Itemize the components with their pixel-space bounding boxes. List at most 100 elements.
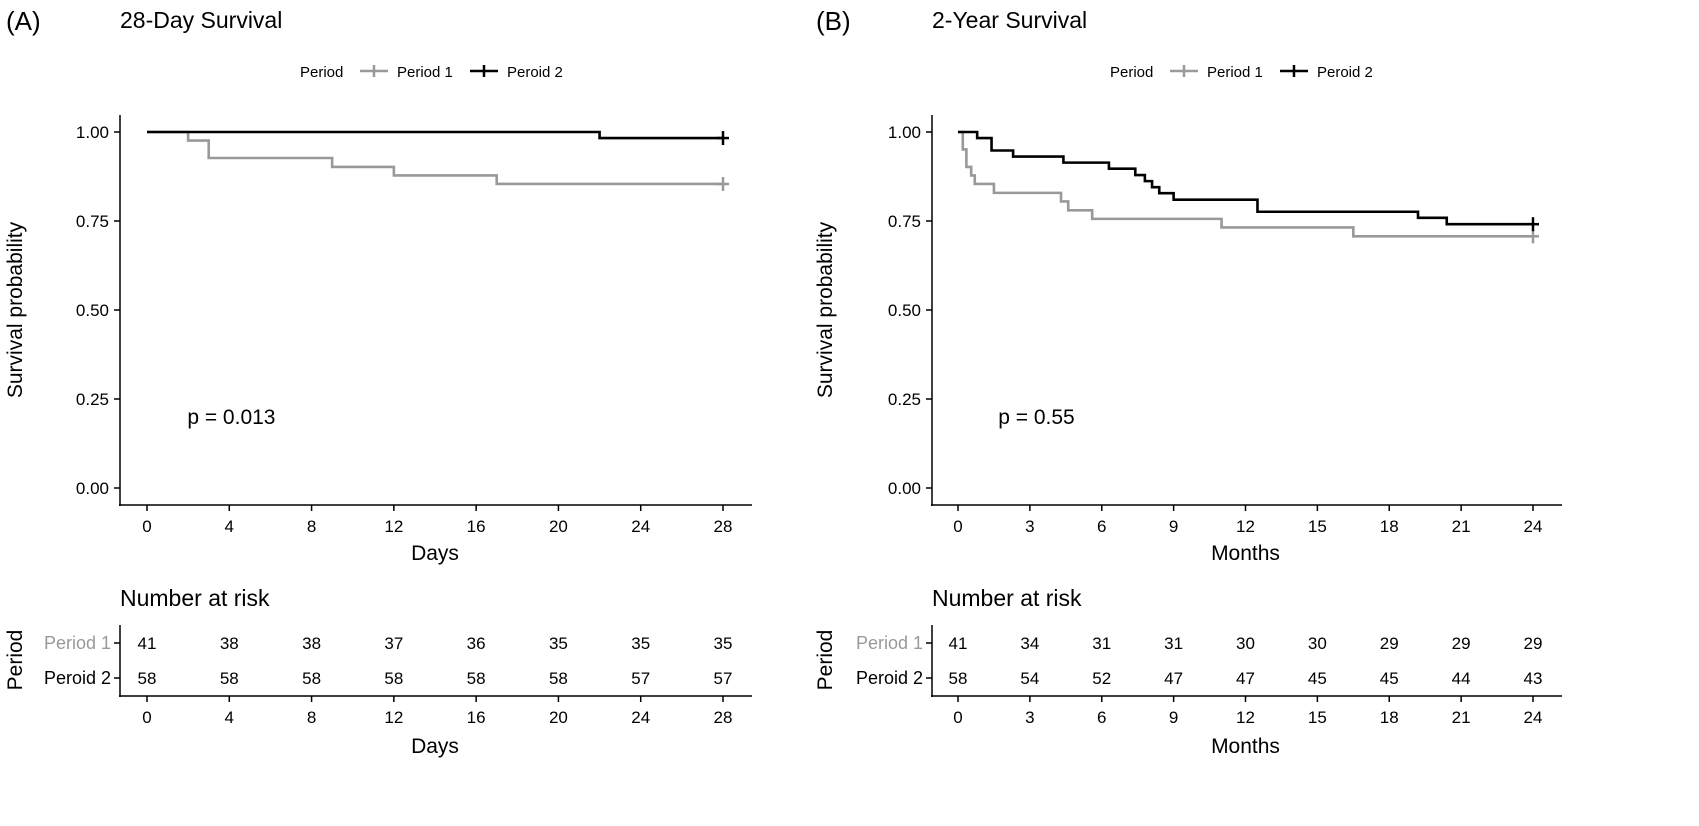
x-tick-label: 12 (1236, 517, 1255, 536)
legend-entry-label: Period 1 (1207, 64, 1263, 81)
risk-x-tick-label: 15 (1308, 708, 1327, 727)
risk-count: 37 (384, 634, 403, 653)
survival-curve-1 (147, 130, 723, 186)
x-axis-label: Days (411, 542, 459, 565)
x-axis-label: Months (1211, 542, 1280, 565)
y-tick-label: 0.50 (76, 301, 109, 320)
legend-title: Period (300, 64, 343, 81)
panel-label: (A) (6, 6, 41, 36)
risk-x-tick-label: 20 (549, 708, 568, 727)
x-tick-label: 6 (1097, 517, 1106, 536)
y-tick-label: 0.25 (888, 390, 921, 409)
risk-y-axis-label: Period (4, 630, 27, 691)
risk-count: 30 (1236, 634, 1255, 653)
risk-count: 54 (1020, 669, 1039, 688)
x-tick-label: 3 (1025, 517, 1034, 536)
legend-entry-label: Period 1 (397, 64, 453, 81)
risk-x-tick-label: 12 (384, 708, 403, 727)
risk-count: 45 (1308, 669, 1327, 688)
x-tick-label: 15 (1308, 517, 1327, 536)
risk-count: 31 (1164, 634, 1183, 653)
survival-curve-2 (147, 130, 723, 140)
risk-count: 58 (138, 669, 157, 688)
risk-count: 58 (384, 669, 403, 688)
legend-entry-label: Peroid 2 (1317, 64, 1373, 81)
risk-x-tick-label: 12 (1236, 708, 1255, 727)
y-tick-label: 0.50 (888, 301, 921, 320)
y-tick-label: 0.75 (76, 212, 109, 231)
y-axis-label: Survival probability (814, 221, 837, 398)
legend-entry-label: Peroid 2 (507, 64, 563, 81)
y-tick-label: 1.00 (76, 123, 109, 142)
y-tick-label: 0.25 (76, 390, 109, 409)
x-tick-label: 21 (1452, 517, 1471, 536)
risk-count: 31 (1092, 634, 1111, 653)
risk-x-tick-label: 0 (142, 708, 151, 727)
risk-x-tick-label: 21 (1452, 708, 1471, 727)
risk-count: 29 (1524, 634, 1543, 653)
y-tick-label: 0.75 (888, 212, 921, 231)
risk-count: 58 (467, 669, 486, 688)
chart-title: 2-Year Survival (932, 7, 1087, 33)
risk-count: 35 (549, 634, 568, 653)
x-tick-label: 16 (467, 517, 486, 536)
y-tick-label: 1.00 (888, 123, 921, 142)
risk-count: 34 (1020, 634, 1039, 653)
risk-count: 43 (1524, 669, 1543, 688)
y-axis-label: Survival probability (4, 221, 27, 398)
survival-curve-1 (958, 130, 1533, 238)
x-tick-label: 24 (1524, 517, 1543, 536)
risk-row-label: Period 1 (856, 633, 923, 653)
risk-x-tick-label: 9 (1169, 708, 1178, 727)
risk-count: 38 (220, 634, 239, 653)
y-tick-label: 0.00 (888, 479, 921, 498)
risk-row-label: Period 1 (44, 633, 111, 653)
legend-title: Period (1110, 64, 1153, 81)
risk-count: 36 (467, 634, 486, 653)
x-tick-label: 4 (225, 517, 234, 536)
risk-count: 58 (220, 669, 239, 688)
survival-curve-2 (958, 130, 1533, 226)
risk-count: 29 (1380, 634, 1399, 653)
risk-count: 57 (714, 669, 733, 688)
risk-x-tick-label: 18 (1380, 708, 1399, 727)
risk-x-tick-label: 24 (1524, 708, 1543, 727)
risk-count: 41 (949, 634, 968, 653)
risk-table-title: Number at risk (120, 585, 270, 611)
risk-count: 35 (631, 634, 650, 653)
risk-count: 30 (1308, 634, 1327, 653)
risk-count: 47 (1164, 669, 1183, 688)
risk-x-tick-label: 3 (1025, 708, 1034, 727)
x-tick-label: 20 (549, 517, 568, 536)
x-tick-label: 28 (714, 517, 733, 536)
risk-table-title: Number at risk (932, 585, 1082, 611)
x-tick-label: 18 (1380, 517, 1399, 536)
risk-x-tick-label: 8 (307, 708, 316, 727)
risk-x-axis-label: Days (411, 735, 459, 758)
y-tick-label: 0.00 (76, 479, 109, 498)
x-tick-label: 0 (953, 517, 962, 536)
x-tick-label: 12 (384, 517, 403, 536)
risk-count: 35 (714, 634, 733, 653)
risk-x-tick-label: 24 (631, 708, 650, 727)
risk-count: 44 (1452, 669, 1471, 688)
risk-count: 58 (302, 669, 321, 688)
risk-count: 41 (138, 634, 157, 653)
risk-count: 57 (631, 669, 650, 688)
risk-x-tick-label: 0 (953, 708, 962, 727)
risk-row-label: Peroid 2 (44, 668, 111, 688)
risk-y-axis-label: Period (814, 630, 837, 691)
panel-label: (B) (816, 6, 851, 36)
x-tick-label: 8 (307, 517, 316, 536)
risk-count: 38 (302, 634, 321, 653)
x-tick-label: 9 (1169, 517, 1178, 536)
risk-count: 58 (549, 669, 568, 688)
x-tick-label: 0 (142, 517, 151, 536)
risk-count: 45 (1380, 669, 1399, 688)
risk-count: 58 (949, 669, 968, 688)
risk-count: 52 (1092, 669, 1111, 688)
p-value-label: p = 0.55 (998, 406, 1074, 429)
risk-row-label: Peroid 2 (856, 668, 923, 688)
x-tick-label: 24 (631, 517, 650, 536)
